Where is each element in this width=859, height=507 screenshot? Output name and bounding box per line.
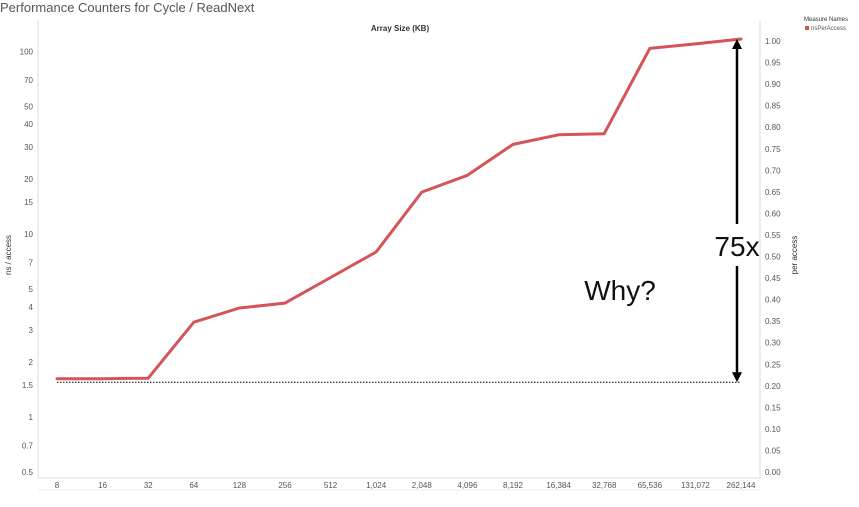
y-tick-label: 50 bbox=[24, 102, 33, 111]
y-tick-label: 40 bbox=[24, 120, 33, 129]
x-tick-label: 64 bbox=[189, 481, 198, 490]
y-tick-label: 70 bbox=[24, 76, 33, 85]
y-tick-label: 20 bbox=[24, 175, 33, 184]
ratio-annotation: 75x bbox=[714, 231, 759, 262]
y-tick-label: 1.5 bbox=[22, 381, 34, 390]
arrow-up-icon bbox=[732, 39, 742, 50]
legend: Measure Names nsPerAccess bbox=[804, 17, 848, 32]
x-tick-label: 256 bbox=[278, 481, 292, 490]
y-tick-label: 15 bbox=[24, 198, 33, 207]
legend-item-label: nsPerAccess bbox=[811, 26, 846, 32]
y-tick-label: 3 bbox=[29, 326, 34, 335]
y2-tick-label: 0.75 bbox=[765, 145, 781, 154]
y-tick-label: 0.5 bbox=[22, 468, 34, 477]
y-tick-label: 2 bbox=[29, 358, 34, 367]
y2-tick-label: 0.05 bbox=[765, 446, 781, 455]
series-line-nsPerAccess bbox=[55, 37, 743, 381]
y2-tick-label: 0.45 bbox=[765, 274, 781, 283]
y2-axis-title: per access bbox=[790, 236, 799, 275]
page-title: Performance Counters for Cycle / ReadNex… bbox=[0, 0, 255, 15]
y2-tick-label: 0.30 bbox=[765, 339, 781, 348]
y-tick-label: 100 bbox=[20, 47, 34, 56]
x-tick-label: 512 bbox=[324, 481, 338, 490]
y2-tick-label: 0.50 bbox=[765, 253, 781, 262]
x-tick-label: 16,384 bbox=[546, 481, 571, 490]
y2-tick-label: 0.65 bbox=[765, 188, 781, 197]
y-tick-label: 10 bbox=[24, 230, 33, 239]
y2-tick-label: 0.35 bbox=[765, 317, 781, 326]
y2-tick-label: 0.55 bbox=[765, 231, 781, 240]
y2-tick-label: 0.60 bbox=[765, 209, 781, 218]
y2-tick-label: 0.00 bbox=[765, 468, 781, 477]
y2-tick-label: 0.90 bbox=[765, 80, 781, 89]
x-tick-label: 4,096 bbox=[457, 481, 478, 490]
arrow-down-icon bbox=[732, 372, 742, 383]
x-tick-label: 65,536 bbox=[638, 481, 663, 490]
y-tick-label: 30 bbox=[24, 143, 33, 152]
legend-title: Measure Names bbox=[804, 17, 848, 23]
y2-tick-label: 0.85 bbox=[765, 102, 781, 111]
x-axis-title: Array Size (KB) bbox=[371, 24, 430, 33]
y2-tick-label: 0.70 bbox=[765, 166, 781, 175]
x-tick-label: 8 bbox=[55, 481, 60, 490]
y-tick-label: 4 bbox=[29, 303, 34, 312]
y-tick-label: 5 bbox=[29, 285, 34, 294]
x-tick-label: 1,024 bbox=[366, 481, 387, 490]
y2-tick-label: 0.95 bbox=[765, 59, 781, 68]
y2-tick-label: 0.80 bbox=[765, 123, 781, 132]
legend-swatch bbox=[805, 26, 809, 30]
x-tick-label: 2,048 bbox=[412, 481, 433, 490]
y2-tick-label: 0.15 bbox=[765, 403, 781, 412]
y-tick-label: 0.7 bbox=[22, 441, 34, 450]
x-tick-label: 262,144 bbox=[727, 481, 756, 490]
question-annotation: Why? bbox=[584, 275, 656, 306]
y2-tick-label: 0.25 bbox=[765, 360, 781, 369]
y2-tick-label: 0.40 bbox=[765, 296, 781, 305]
y-axis-title: ns / access bbox=[4, 235, 13, 275]
x-tick-label: 128 bbox=[233, 481, 247, 490]
y-tick-label: 1 bbox=[29, 413, 34, 422]
x-tick-label: 16 bbox=[98, 481, 107, 490]
y2-tick-label: 0.20 bbox=[765, 382, 781, 391]
x-tick-label: 8,192 bbox=[503, 481, 524, 490]
x-tick-label: 32 bbox=[144, 481, 153, 490]
y2-tick-label: 0.10 bbox=[765, 425, 781, 434]
y2-tick-label: 1.00 bbox=[765, 37, 781, 46]
y-tick-label: 7 bbox=[29, 259, 34, 268]
x-tick-label: 32,768 bbox=[592, 481, 617, 490]
x-tick-label: 131,072 bbox=[681, 481, 710, 490]
